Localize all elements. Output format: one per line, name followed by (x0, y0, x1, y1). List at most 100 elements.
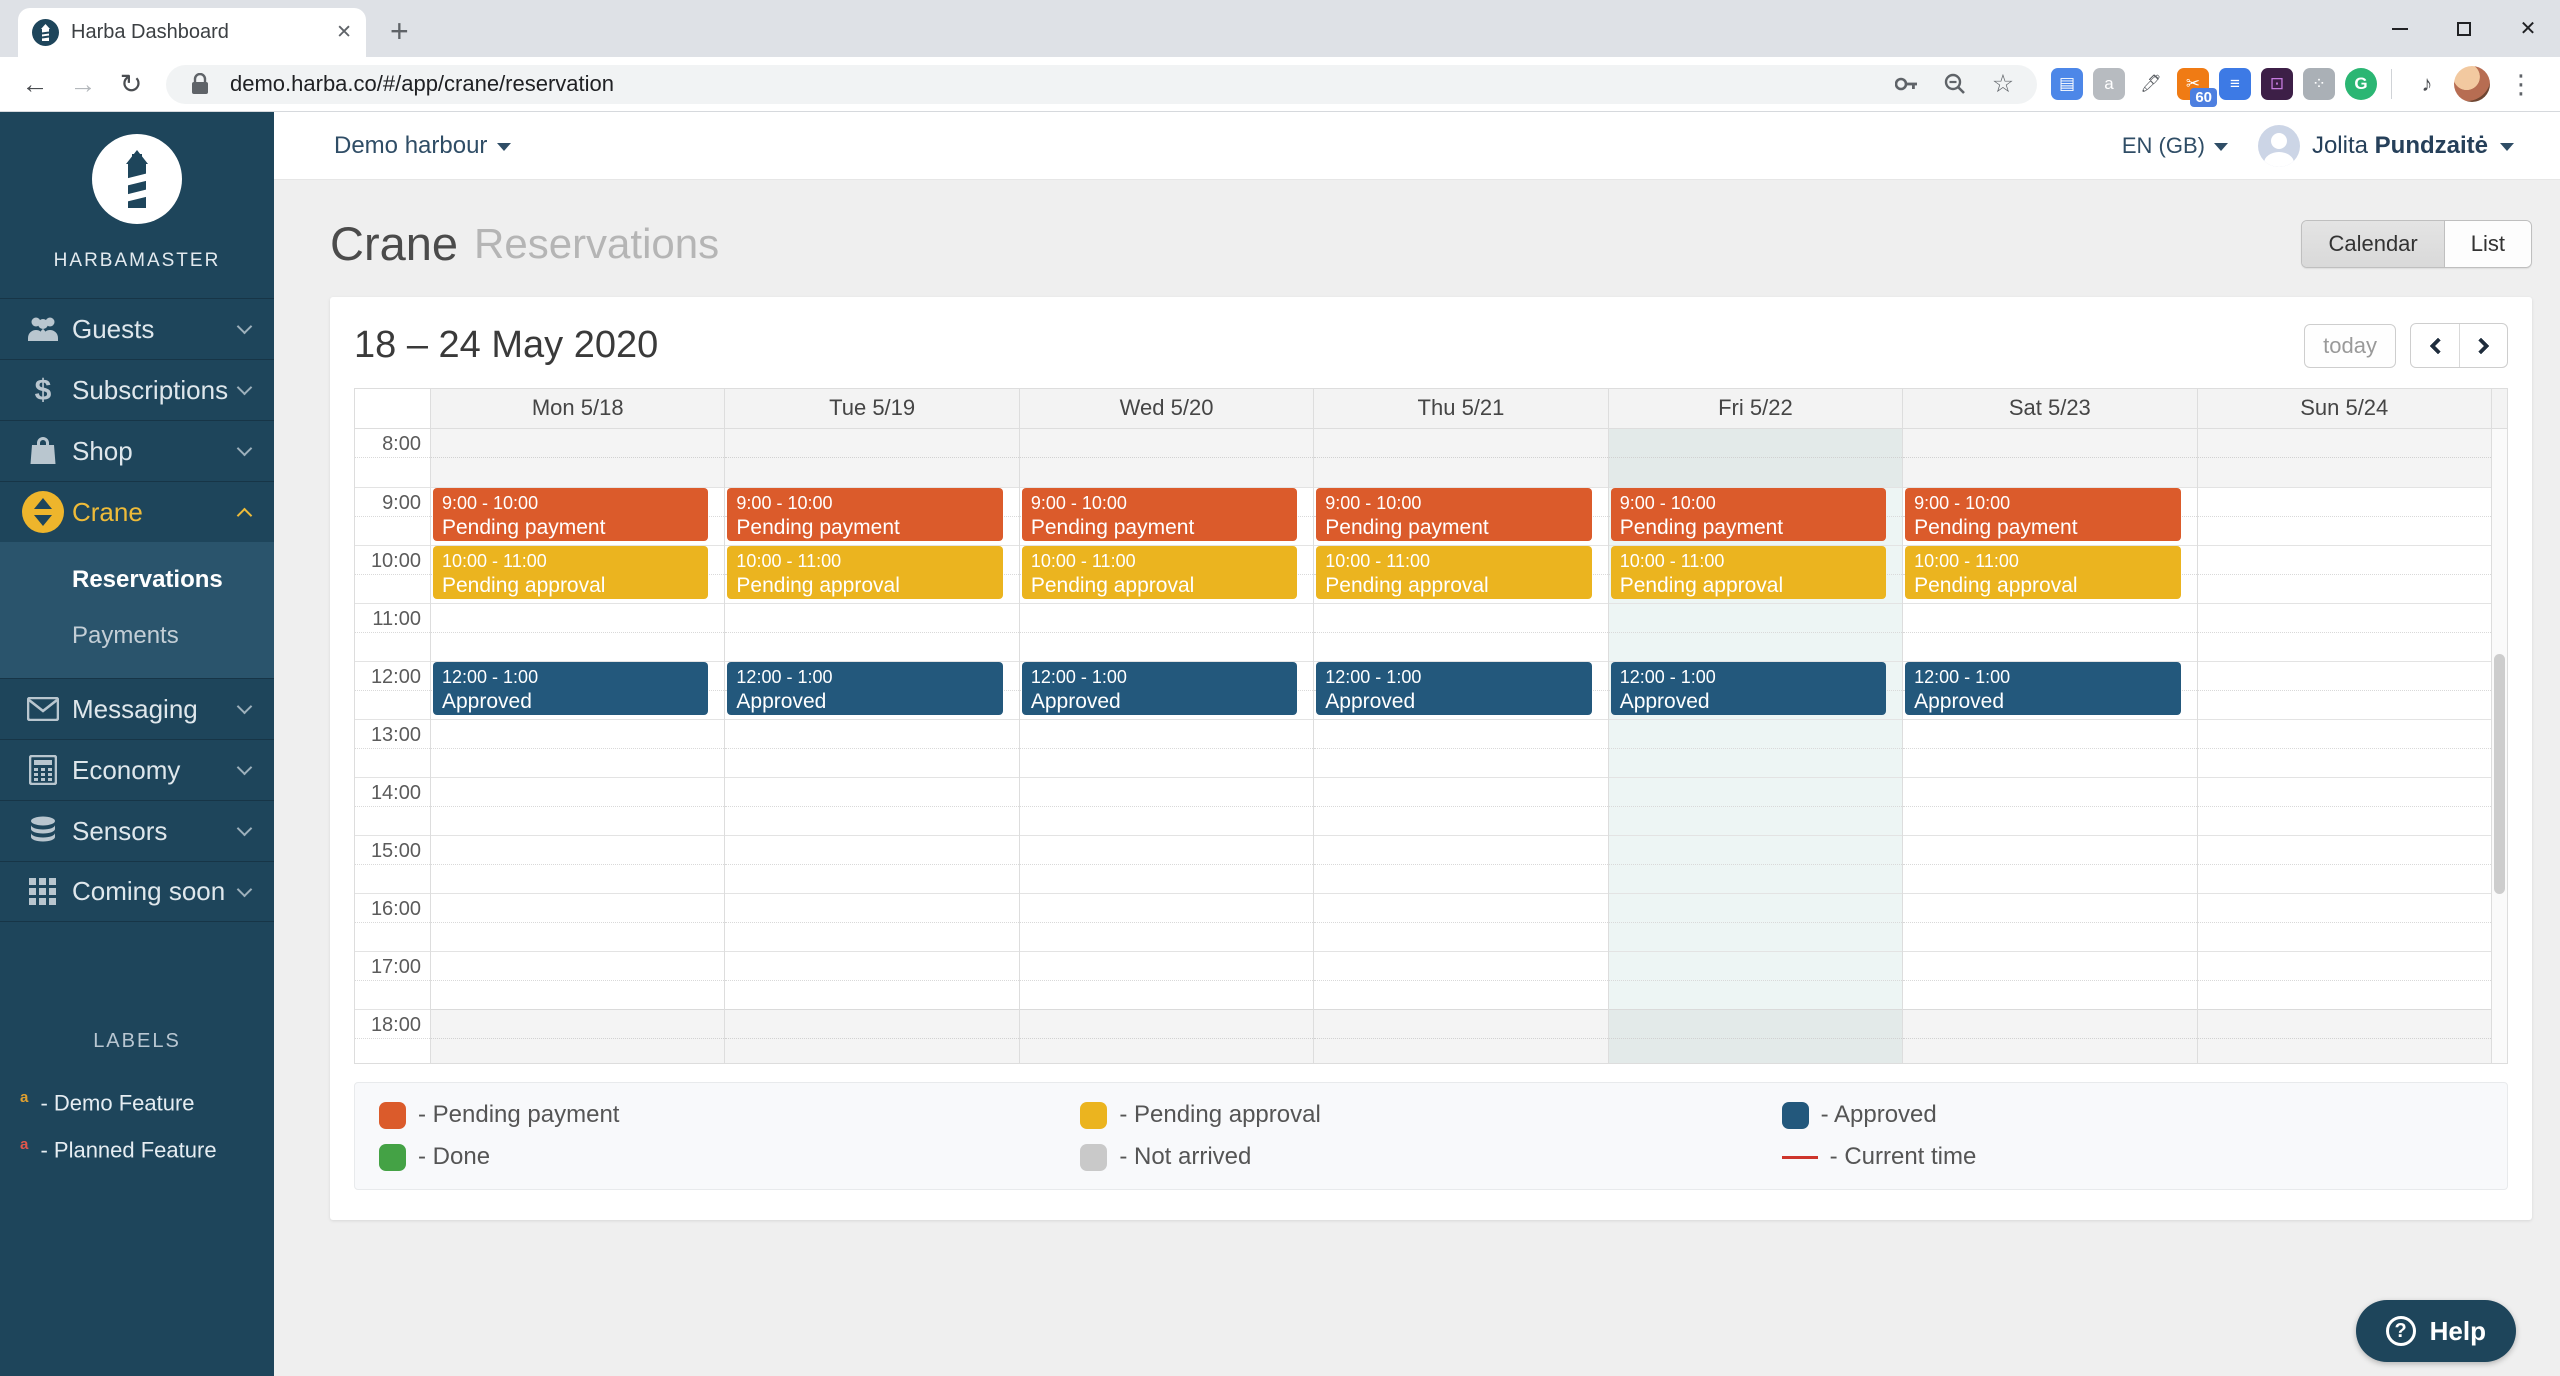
bookmark-star-icon[interactable]: ☆ (1991, 70, 2015, 98)
scissors-extension-icon[interactable]: ✂ 60 (2177, 68, 2217, 107)
calendar-event-approved[interactable]: 12:00 - 1:00 Approved (727, 662, 1003, 715)
calendar-event-pending-approval[interactable]: 10:00 - 11:00 Pending approval (1905, 546, 2181, 599)
calendar-day-headers: Mon 5/18 Tue 5/19 Wed 5/20 Thu 5/21 Fri 5/22… (354, 388, 2508, 429)
scrollbar-thumb[interactable] (2494, 654, 2505, 894)
help-button[interactable]: ? Help (2355, 1300, 2516, 1362)
sidebar-item-crane[interactable]: Crane (0, 481, 274, 542)
day-column-sun[interactable] (2196, 429, 2491, 1063)
user-name: Jolita Pundzaitė (2311, 131, 2488, 159)
password-key-icon[interactable] (1889, 77, 1925, 91)
calendar-event-pending-payment[interactable]: 9:00 - 10:00 Pending payment (727, 488, 1003, 541)
legend: - Pending payment - Pending approval - App… (354, 1082, 2508, 1190)
window-controls: ✕ (2368, 0, 2560, 57)
user-menu[interactable]: Jolita Pundzaitė (2257, 124, 2514, 167)
event-title: Pending approval (1914, 574, 2078, 598)
calendar-scrollbar[interactable] (2491, 429, 2507, 1063)
calendar-event-pending-payment[interactable]: 9:00 - 10:00 Pending payment (1610, 488, 1887, 541)
prev-week-button[interactable] (2411, 324, 2459, 367)
forward-button[interactable]: → (69, 68, 97, 99)
day-header: Wed 5/20 (1018, 389, 1313, 428)
pending-payment-swatch (379, 1101, 406, 1129)
calendar-event-approved[interactable]: 12:00 - 1:00 Approved (1905, 662, 2181, 715)
browser-tab[interactable]: Harba Dashboard ✕ (18, 8, 366, 57)
calendar-event-approved[interactable]: 12:00 - 1:00 Approved (1021, 662, 1298, 715)
blue-extension-icon[interactable]: ▤ (2051, 68, 2083, 100)
calendar-event-pending-approval[interactable]: 10:00 - 11:00 Pending approval (1316, 546, 1592, 599)
sidebar-submenu: Reservations Payments (0, 542, 274, 678)
purple-extension-icon[interactable]: ⊡ (2261, 68, 2293, 100)
event-title: Pending approval (1325, 574, 1489, 598)
grammarly-extension-icon[interactable]: G (2345, 68, 2377, 100)
chevron-down-icon (236, 440, 253, 457)
event-title: Approved (1619, 690, 1710, 714)
language-selector[interactable]: EN (GB) (2122, 133, 2228, 159)
window-minimize-button[interactable] (2368, 0, 2432, 57)
calendar-event-pending-approval[interactable]: 10:00 - 11:00 Pending approval (1021, 546, 1298, 599)
media-controls-icon[interactable]: ♪ (2421, 71, 2433, 96)
time-label: 15:00 (370, 840, 421, 862)
sidebar-item-label: Coming soon (72, 876, 226, 906)
submenu-item-payments[interactable]: Payments (72, 622, 179, 649)
calendar-event-pending-approval[interactable]: 10:00 - 11:00 Pending approval (1610, 546, 1887, 599)
legend-item-done: - Done (379, 1143, 1080, 1171)
sidebar-item-guests[interactable]: Guests (0, 298, 274, 359)
calendar-event-pending-payment[interactable]: 9:00 - 10:00 Pending payment (1905, 488, 2181, 541)
day-column-thu[interactable]: 9:00 - 10:00 Pending payment 10:00 - 11:00… (1313, 429, 1608, 1063)
event-title: Approved (1914, 690, 2005, 714)
sidebar-item-shop[interactable]: Shop (0, 420, 274, 481)
legend-item-pending-payment: - Pending payment (379, 1101, 1080, 1129)
day-column-tue[interactable]: 9:00 - 10:00 Pending payment 10:00 - 11:00… (724, 429, 1019, 1063)
day-header: Sat 5/23 (1902, 389, 2196, 428)
zoom-out-icon[interactable] (1937, 73, 1973, 95)
browser-menu-icon[interactable]: ⋮ (2508, 68, 2534, 99)
day-column-mon[interactable]: 9:00 - 10:00 Pending payment 10:00 - 11:00… (430, 429, 725, 1063)
legend-item-pending-approval: - Pending approval (1080, 1101, 1781, 1129)
harbour-name: Demo harbour (334, 131, 488, 159)
next-week-button[interactable] (2459, 324, 2507, 367)
address-bar[interactable]: demo.harba.co/#/app/crane/reservation ☆ (166, 64, 2037, 104)
sidebar-item-economy[interactable]: Economy (0, 739, 274, 800)
sidebar-item-sensors[interactable]: Sensors (0, 800, 274, 861)
url-text: demo.harba.co/#/app/crane/reservation (230, 71, 615, 96)
new-tab-button[interactable]: + (390, 13, 409, 49)
chat-extension-icon[interactable]: a (2093, 68, 2125, 100)
browser-toolbar: ← → ↻ demo.harba.co/#/app/crane/reservat… (0, 57, 2560, 112)
reload-button[interactable]: ↻ (119, 68, 143, 99)
tab-close-icon[interactable]: ✕ (336, 22, 352, 43)
eyedropper-extension-icon[interactable]: 🖊 (2140, 74, 2162, 93)
event-time: 9:00 - 10:00 (736, 493, 833, 513)
feature-label: a - Demo Feature (20, 1089, 195, 1116)
today-button[interactable]: today (2304, 323, 2396, 368)
sidebar-item-coming-soon[interactable]: Coming soon (0, 861, 274, 922)
event-time: 12:00 - 1:00 (442, 667, 539, 687)
window-close-button[interactable]: ✕ (2519, 18, 2537, 40)
day-column-sat[interactable]: 9:00 - 10:00 Pending payment 10:00 - 11:00… (1902, 429, 2197, 1063)
harbour-selector[interactable]: Demo harbour (334, 131, 512, 160)
calendar-event-approved[interactable]: 12:00 - 1:00 Approved (1316, 662, 1592, 715)
sidebar-item-messaging[interactable]: Messaging (0, 678, 274, 739)
dots-extension-icon[interactable]: ⁘ (2303, 68, 2335, 100)
calendar-event-pending-approval[interactable]: 10:00 - 11:00 Pending approval (433, 546, 709, 599)
calendar-view-button[interactable]: Calendar (2302, 220, 2445, 267)
calendar-event-pending-payment[interactable]: 9:00 - 10:00 Pending payment (1316, 488, 1592, 541)
notes-extension-icon[interactable]: ≡ (2219, 68, 2251, 100)
submenu-item-reservations[interactable]: Reservations (72, 566, 223, 593)
calendar-event-pending-approval[interactable]: 10:00 - 11:00 Pending approval (727, 546, 1003, 599)
sidebar-item-subscriptions[interactable]: $ Subscriptions (0, 359, 274, 420)
calendar-event-approved[interactable]: 12:00 - 1:00 Approved (433, 662, 709, 715)
day-column-fri[interactable]: 9:00 - 10:00 Pending payment 10:00 - 11:00… (1607, 429, 1903, 1063)
window-maximize-button[interactable] (2432, 0, 2496, 57)
day-column-wed[interactable]: 9:00 - 10:00 Pending payment 10:00 - 11:00… (1018, 429, 1314, 1063)
time-label: 8:00 (382, 433, 421, 455)
event-time: 12:00 - 1:00 (736, 667, 833, 687)
lock-icon (182, 73, 218, 95)
chevron-up-icon (236, 507, 253, 523)
browser-profile-avatar[interactable] (2454, 66, 2490, 102)
calendar-event-approved[interactable]: 12:00 - 1:00 Approved (1610, 662, 1887, 715)
calendar-event-pending-payment[interactable]: 9:00 - 10:00 Pending payment (433, 488, 709, 541)
calendar-event-pending-payment[interactable]: 9:00 - 10:00 Pending payment (1021, 488, 1298, 541)
back-button[interactable]: ← (21, 68, 49, 99)
envelope-icon (20, 697, 66, 721)
chevron-down-icon (236, 820, 253, 837)
list-view-button[interactable]: List (2444, 220, 2531, 267)
